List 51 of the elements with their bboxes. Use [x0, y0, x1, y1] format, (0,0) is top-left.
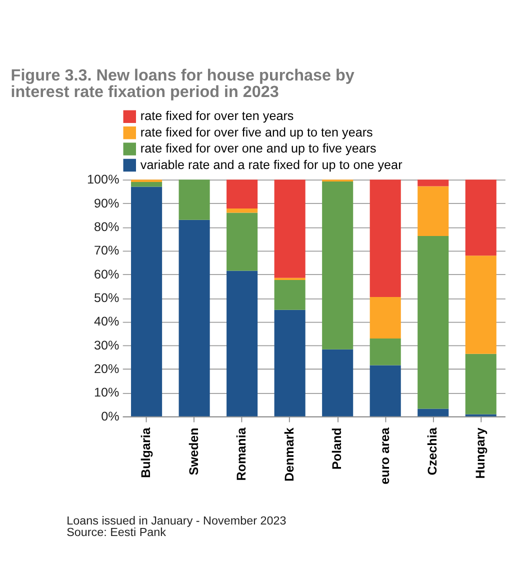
bar	[274, 278, 306, 280]
y-tick-label: 80%	[94, 220, 120, 234]
bar	[274, 280, 306, 310]
x-tick-label: euro area	[378, 426, 392, 484]
chart-title: Figure 3.3. New loans for house purchase by interest rate fixation period in 2023	[10, 66, 354, 101]
y-tick-label: 90%	[94, 196, 120, 210]
bar	[226, 212, 258, 271]
legend-label: rate fixed for over ten years	[140, 109, 294, 124]
bar	[465, 354, 496, 414]
source-note: Source: Eesti Pank	[66, 526, 166, 540]
legend-label: rate fixed for over one and up to five years	[140, 142, 376, 156]
bar	[418, 180, 449, 186]
x-tick-label: Czechia	[426, 426, 440, 476]
x-tick-label: Romania	[234, 426, 249, 481]
y-tick-label: 30%	[94, 338, 120, 352]
y-tick-label: 40%	[94, 314, 120, 329]
bar	[465, 256, 496, 354]
y-tick-label: 60%	[94, 267, 120, 282]
bar	[418, 236, 449, 409]
legend-label: rate fixed for over five and up to ten years	[140, 125, 373, 140]
x-tick-label: Bulgaria	[139, 426, 154, 478]
y-tick-label: 70%	[94, 244, 120, 258]
bar	[322, 349, 354, 416]
y-tick-label: 10%	[94, 386, 120, 400]
bar	[178, 180, 210, 220]
bar	[370, 297, 401, 338]
bar	[226, 180, 258, 209]
bar	[131, 186, 162, 416]
x-tick-label: Hungary	[473, 428, 488, 479]
bar	[322, 182, 354, 350]
bar	[131, 182, 162, 187]
y-tick-label: 0%	[101, 409, 120, 424]
bar	[178, 220, 210, 416]
x-tick-label: Sweden	[186, 428, 201, 476]
y-tick-label: 100%	[87, 172, 120, 187]
bar	[274, 310, 306, 416]
y-tick-label: 50%	[94, 291, 120, 306]
bar	[418, 408, 449, 416]
bar	[370, 365, 401, 416]
bar	[465, 180, 496, 256]
legend-label: variable rate and a rate fixed for up to one year	[140, 158, 402, 172]
text: Loans issued in January - November 2023	[66, 514, 286, 528]
x-tick-label: Poland	[330, 428, 344, 470]
bar	[226, 270, 258, 416]
bar	[274, 180, 306, 278]
bar	[418, 186, 449, 236]
bar	[226, 208, 258, 213]
y-tick-label: 20%	[94, 362, 120, 376]
bar	[370, 338, 401, 366]
bar	[370, 180, 401, 298]
x-tick-label: Denmark	[282, 426, 296, 482]
